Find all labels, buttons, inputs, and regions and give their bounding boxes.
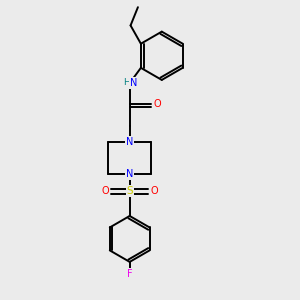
- Text: N: N: [130, 78, 137, 88]
- Text: N: N: [126, 169, 134, 179]
- Text: S: S: [126, 186, 133, 196]
- Text: H: H: [123, 78, 130, 87]
- Text: F: F: [127, 269, 133, 279]
- Text: O: O: [151, 186, 158, 196]
- Text: N: N: [126, 137, 134, 147]
- Text: O: O: [101, 186, 109, 196]
- Text: O: O: [154, 99, 161, 110]
